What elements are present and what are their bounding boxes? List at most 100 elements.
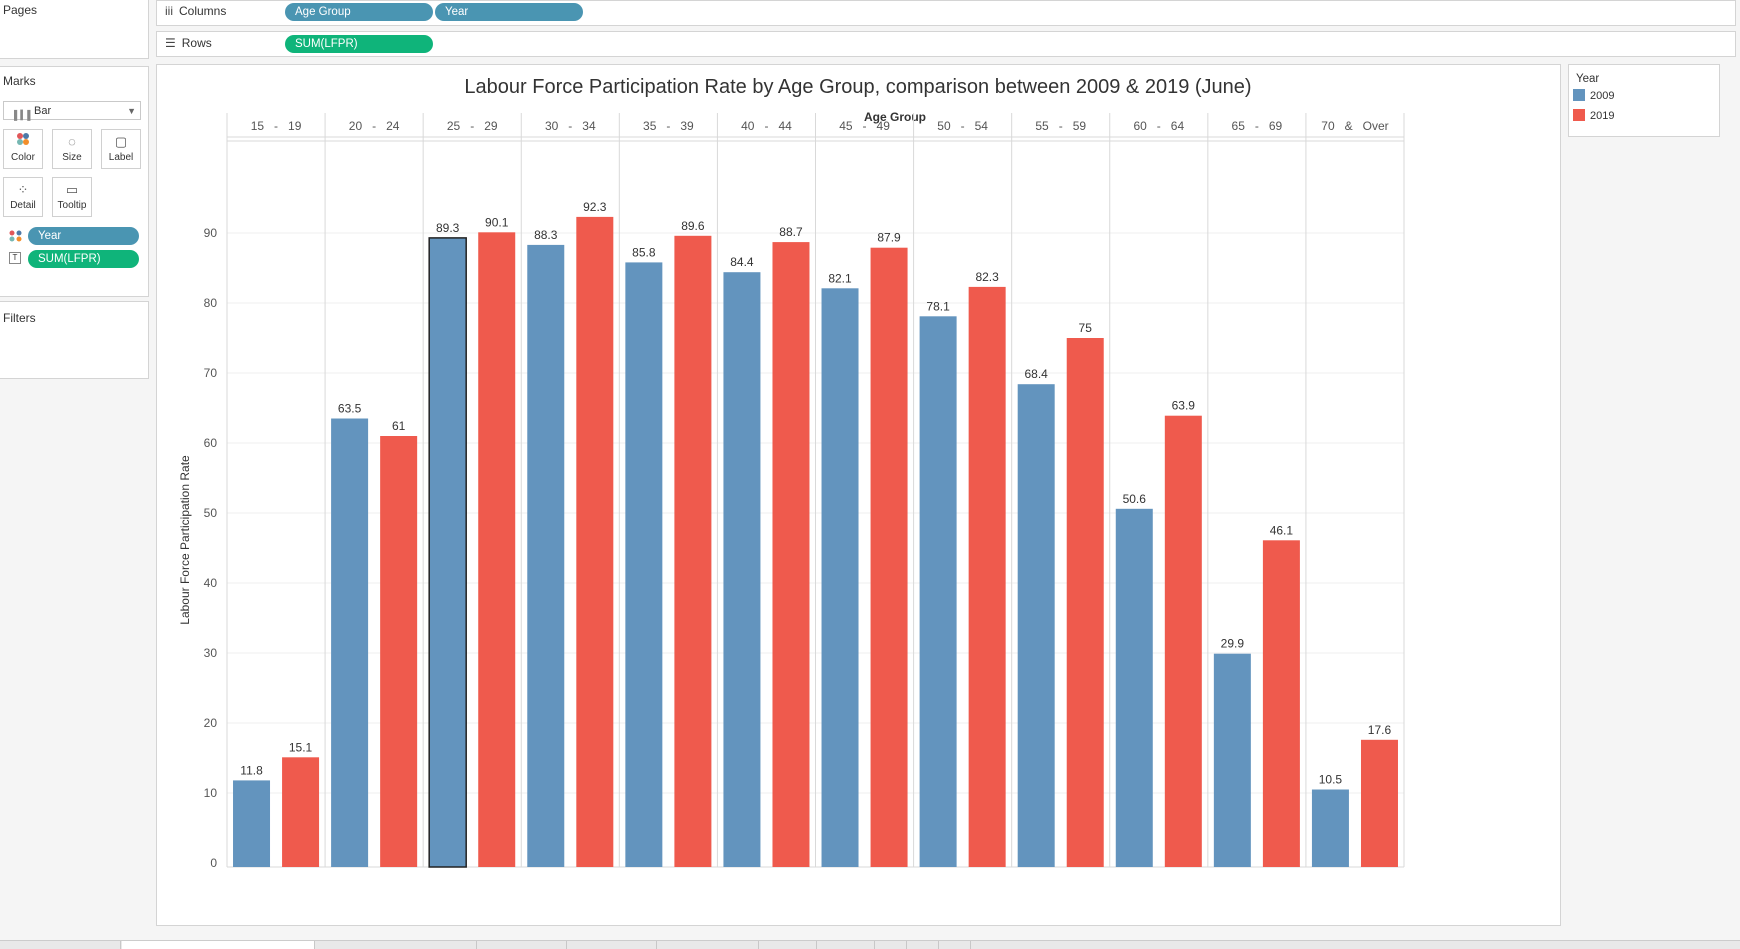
data-label: 88.3 xyxy=(534,228,558,242)
rows-icon: ☰ xyxy=(165,36,176,50)
bar-2009[interactable] xyxy=(331,418,369,868)
chart-view[interactable]: Labour Force Participation Rate by Age G… xyxy=(156,64,1561,926)
filters-card[interactable]: Filters xyxy=(0,301,149,379)
size-button[interactable]: ◌ Size xyxy=(52,129,92,169)
color-button[interactable]: Color xyxy=(3,129,43,169)
data-label: 87.9 xyxy=(877,231,901,245)
data-label: 88.7 xyxy=(779,225,803,239)
age-group-column-pill[interactable]: Age Group xyxy=(285,3,433,21)
pages-title: Pages xyxy=(3,3,38,17)
columns-shelf-label: iii Columns xyxy=(165,4,226,18)
data-label: 75 xyxy=(1079,321,1093,335)
data-label: 63.9 xyxy=(1172,399,1196,413)
sheet-tab[interactable] xyxy=(940,941,971,949)
sheet-tab[interactable] xyxy=(908,941,939,949)
sheet-tab[interactable] xyxy=(760,941,817,949)
year-color-pill[interactable]: Year xyxy=(28,227,139,245)
rows-shelf[interactable]: ☰ Rows SUM(LFPR) xyxy=(156,31,1736,57)
bar-2019[interactable] xyxy=(968,286,1006,867)
bar-2019[interactable] xyxy=(282,757,320,867)
legend-label-2009: 2009 xyxy=(1590,90,1615,102)
category-header-label: 70 & Over xyxy=(1321,119,1388,133)
bar-2019[interactable] xyxy=(1262,540,1300,867)
sheet-tab-active[interactable] xyxy=(122,941,315,949)
y-tick-label: 50 xyxy=(204,506,218,520)
color-label: Color xyxy=(11,152,35,163)
category-header-label: 60 - 64 xyxy=(1133,119,1184,133)
bar-2009[interactable] xyxy=(625,262,663,867)
y-tick-label: 60 xyxy=(204,436,218,450)
bar-2019[interactable] xyxy=(1066,338,1104,867)
left-panel: Pages Marks ▌▍▌ Bar ▼ Color ◌ Size ▢ Lab… xyxy=(0,0,150,948)
pages-card[interactable]: Pages xyxy=(0,0,149,59)
sheet-tab[interactable] xyxy=(316,941,477,949)
bar-2009[interactable] xyxy=(821,288,859,867)
category-header-label: 65 - 69 xyxy=(1232,119,1283,133)
bar-2019[interactable] xyxy=(576,216,614,867)
bar-2019[interactable] xyxy=(478,232,516,868)
data-label: 46.1 xyxy=(1270,523,1294,537)
data-label: 15.1 xyxy=(289,740,313,754)
bar-2019[interactable] xyxy=(1164,415,1202,867)
rows-label-text: Rows xyxy=(181,36,212,50)
bar-2009[interactable] xyxy=(723,272,761,867)
data-label: 50.6 xyxy=(1123,492,1147,506)
bar-2019[interactable] xyxy=(772,242,810,868)
sheet-tab[interactable] xyxy=(0,941,121,949)
columns-shelf[interactable]: iii Columns Age Group Year xyxy=(156,0,1736,26)
data-label: 89.6 xyxy=(681,219,705,233)
bar-2009[interactable] xyxy=(1017,384,1055,867)
data-label: 84.4 xyxy=(730,255,754,269)
bar-2019[interactable] xyxy=(674,235,712,868)
sheet-tab[interactable] xyxy=(818,941,875,949)
category-header-label: 25 - 29 xyxy=(447,119,498,133)
bar-2009[interactable] xyxy=(919,316,957,867)
legend-item-2019[interactable]: 2019 xyxy=(1573,109,1614,122)
category-header-label: 15 - 19 xyxy=(251,119,302,133)
bar-2009[interactable] xyxy=(1311,789,1349,868)
bar-2009[interactable] xyxy=(1213,653,1251,867)
bar-2019[interactable] xyxy=(380,436,418,867)
y-tick-label: 0 xyxy=(210,856,217,870)
category-header-label: 45 - 49 xyxy=(839,119,890,133)
category-header-label: 30 - 34 xyxy=(545,119,596,133)
bar-2019[interactable] xyxy=(870,247,908,867)
columns-label-text: Columns xyxy=(179,4,227,18)
data-label: 85.8 xyxy=(632,245,656,259)
bar-2009[interactable] xyxy=(428,237,467,868)
marks-title: Marks xyxy=(3,74,36,88)
sheet-tab-bar xyxy=(0,940,1740,949)
data-label: 11.8 xyxy=(240,763,263,777)
category-header-label: 40 - 44 xyxy=(741,119,792,133)
year-column-pill[interactable]: Year xyxy=(435,3,583,21)
detail-button[interactable]: ⁘ Detail xyxy=(3,177,43,217)
color-encoding-icon xyxy=(9,230,23,245)
data-label: 90.1 xyxy=(485,215,509,229)
sheet-tab[interactable] xyxy=(876,941,907,949)
bar-chart[interactable]: Labour Force Participation Rate by Age G… xyxy=(157,65,1560,925)
data-label: 68.4 xyxy=(1025,367,1049,381)
columns-icon: iii xyxy=(165,4,173,18)
bar-2009[interactable] xyxy=(233,780,271,867)
marks-card: Marks ▌▍▌ Bar ▼ Color ◌ Size ▢ Label ⁘ D… xyxy=(0,66,149,297)
color-icon xyxy=(4,130,42,152)
y-tick-label: 90 xyxy=(204,226,218,240)
detail-label: Detail xyxy=(10,200,36,211)
bar-2009[interactable] xyxy=(527,244,565,867)
sheet-tab[interactable] xyxy=(658,941,759,949)
mark-type-dropdown[interactable]: ▌▍▌ Bar ▼ xyxy=(3,101,141,120)
color-legend[interactable]: Year 2009 2019 xyxy=(1568,64,1720,137)
data-label: 92.3 xyxy=(583,200,607,214)
sum-lfpr-label-pill[interactable]: SUM(LFPR) xyxy=(28,250,139,268)
legend-item-2009[interactable]: 2009 xyxy=(1573,89,1614,102)
sheet-tab[interactable] xyxy=(478,941,567,949)
rows-shelf-label: ☰ Rows xyxy=(165,36,212,50)
sheet-tab[interactable] xyxy=(568,941,657,949)
filters-title: Filters xyxy=(3,311,36,325)
bar-2019[interactable] xyxy=(1360,739,1398,867)
sum-lfpr-row-pill[interactable]: SUM(LFPR) xyxy=(285,35,433,53)
data-label: 17.6 xyxy=(1368,723,1392,737)
label-button[interactable]: ▢ Label xyxy=(101,129,141,169)
tooltip-button[interactable]: ▭ Tooltip xyxy=(52,177,92,217)
bar-2009[interactable] xyxy=(1115,508,1153,867)
